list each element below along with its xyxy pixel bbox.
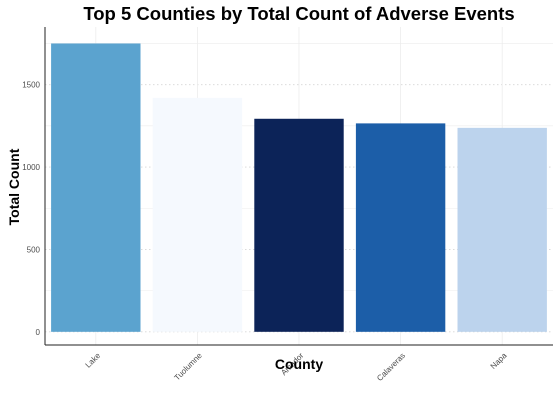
- y-axis-label: Total Count: [6, 148, 22, 226]
- y-tick-label: 0: [36, 328, 41, 337]
- bar-calaveras: [355, 123, 446, 332]
- y-tick-label: 1000: [22, 163, 40, 172]
- y-tick-label: 1500: [22, 81, 40, 90]
- bar-napa: [457, 127, 547, 332]
- bar-amador: [254, 118, 344, 332]
- y-tick-label: 500: [27, 245, 41, 254]
- chart-title: Top 5 Counties by Total Count of Adverse…: [83, 3, 515, 24]
- x-axis-label: County: [274, 356, 324, 372]
- bar-lake: [51, 43, 141, 332]
- bar-tuolumne: [152, 97, 243, 332]
